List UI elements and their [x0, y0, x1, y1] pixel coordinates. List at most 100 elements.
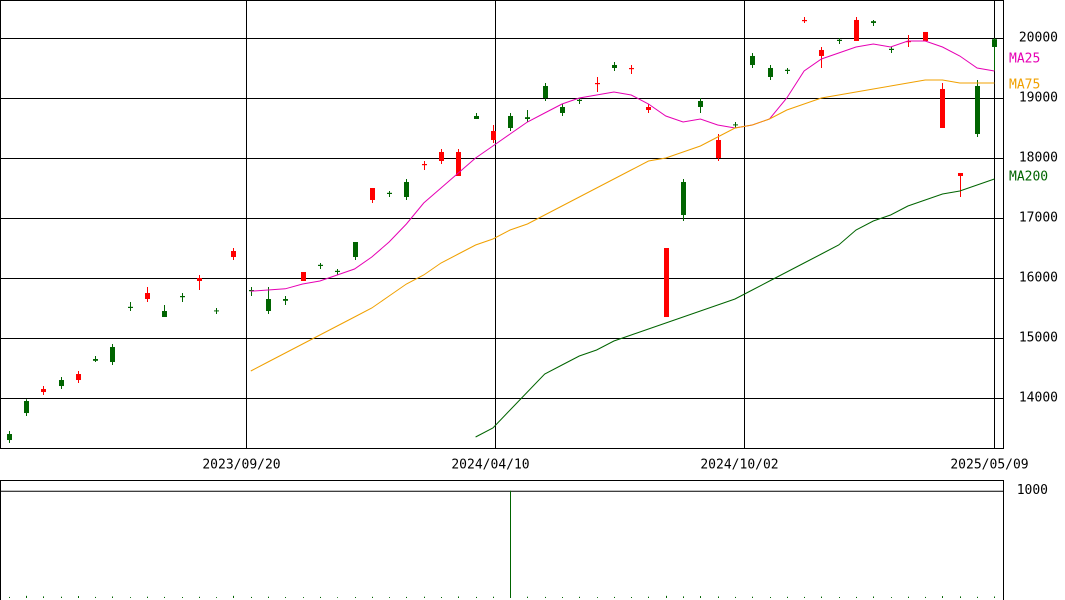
volume-tick-label: 1000 [1017, 483, 1048, 498]
candle-body [439, 151, 444, 161]
candle-body [422, 163, 427, 166]
candle-body [837, 39, 842, 41]
volume-bar [821, 596, 822, 598]
volume-bar [285, 597, 286, 598]
candle-body [975, 85, 980, 134]
candle-body [491, 130, 496, 140]
volume-bar [303, 597, 304, 598]
volume-bar [718, 596, 719, 598]
volume-bar [942, 596, 943, 598]
volume-bar [977, 596, 978, 598]
volume-bar [441, 597, 442, 598]
volume-bar [493, 596, 494, 598]
price-panel-frame [0, 0, 1004, 449]
volume-bar [510, 490, 511, 598]
y-tick-label: 18000 [1019, 150, 1058, 165]
candle-body [370, 187, 375, 200]
candle-body [7, 434, 12, 441]
volume-bar [130, 597, 131, 598]
candle-body [646, 106, 651, 110]
volume-bar [597, 597, 598, 598]
y-tick-label: 14000 [1019, 391, 1058, 406]
volume-bar [839, 597, 840, 598]
volume-bar [770, 597, 771, 598]
candle-body [681, 181, 686, 215]
volume-bar [251, 596, 252, 598]
candle-body [889, 48, 894, 50]
candle-body [577, 99, 582, 101]
candle-body [750, 55, 755, 65]
candle-body [871, 21, 876, 23]
candle-body [387, 192, 392, 194]
volume-bar [545, 596, 546, 598]
volume-bar [804, 596, 805, 598]
volume-bar [458, 596, 459, 598]
volume-bar [182, 597, 183, 598]
volume-bar [372, 596, 373, 598]
candle-body [508, 115, 513, 128]
candle-body [906, 40, 911, 43]
candle-body [283, 299, 288, 301]
volume-bar [925, 596, 926, 598]
volume-bar [735, 596, 736, 598]
volume-bar [752, 596, 753, 598]
volume-bar [579, 596, 580, 598]
volume-bar [233, 595, 234, 598]
volume-bar [700, 596, 701, 598]
volume-bar [994, 596, 995, 598]
candle-body [162, 311, 167, 318]
candle-body [231, 251, 236, 258]
candle-body [266, 299, 271, 312]
volume-bar [112, 596, 113, 598]
x-tick-label: 2023/09/20 [202, 458, 280, 473]
volume-bar [164, 596, 165, 598]
candle-body [456, 151, 461, 176]
y-tick-label: 15000 [1019, 331, 1058, 346]
x-tick-label: 2024/04/10 [451, 458, 529, 473]
x-tick-label: 2025/05/09 [950, 458, 1028, 473]
volume-bar [562, 597, 563, 598]
volume-bar [337, 597, 338, 598]
candle-body [768, 67, 773, 77]
candle-body [335, 270, 340, 273]
legend-label: MA25 [1009, 51, 1040, 66]
candle-body [716, 139, 721, 158]
legend-label: MA200 [1009, 169, 1048, 184]
volume-bar [43, 596, 44, 598]
candle-body [59, 380, 64, 387]
volume-bar [527, 596, 528, 598]
volume-bar [78, 596, 79, 598]
moving-average-line [250, 40, 995, 292]
candle-body [525, 117, 530, 119]
candle-body [802, 19, 807, 22]
volume-bar [666, 595, 667, 598]
candle-body [180, 296, 185, 298]
volume-bar [199, 596, 200, 598]
candle-body [404, 181, 409, 197]
volume-bar [787, 596, 788, 598]
candle-body [698, 100, 703, 107]
candle-body [41, 389, 46, 393]
volume-bar [9, 596, 10, 598]
volume-bar [216, 597, 217, 598]
candle-body [145, 293, 150, 300]
candle-body [595, 82, 600, 85]
candle-body [128, 306, 133, 309]
volume-bar [476, 596, 477, 598]
volume-bar [268, 596, 269, 598]
volume-bar [355, 597, 356, 598]
candle-body [214, 310, 219, 312]
candle-body [664, 248, 669, 318]
volume-bar [908, 596, 909, 598]
volume-bar [856, 596, 857, 598]
moving-average-line [250, 79, 995, 372]
volume-bar [147, 596, 148, 598]
volume-bar [424, 596, 425, 598]
volume-bar [631, 597, 632, 598]
y-tick-label: 17000 [1019, 210, 1058, 225]
volume-bar [406, 596, 407, 598]
candle-body [612, 64, 617, 68]
candle-body [353, 242, 358, 258]
volume-bar [614, 596, 615, 598]
